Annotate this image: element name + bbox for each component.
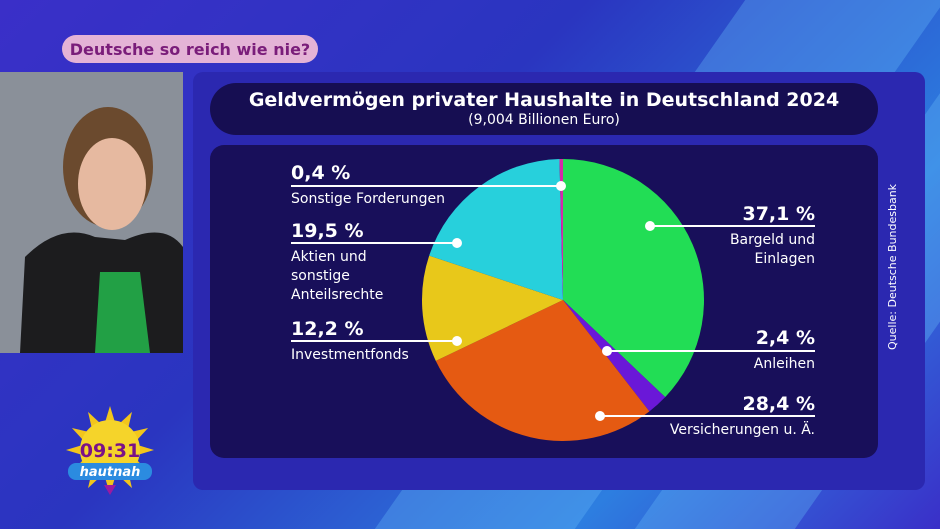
presenter-video: [0, 72, 183, 353]
category-label: Bargeld und Einlagen: [729, 232, 815, 267]
leader-dot: [602, 346, 612, 356]
pie-slice-3: [422, 255, 563, 361]
pie-slice-4: [429, 159, 563, 300]
topic-text: Deutsche so reich wie nie?: [69, 39, 311, 59]
label-anleihen: 2,4 % Anleihen: [665, 327, 815, 374]
pie-slice-5: [559, 159, 563, 300]
chart-header: Geldvermögen privater Haushalte in Deuts…: [210, 83, 878, 135]
sun-ray: [105, 406, 115, 423]
pie-slice-2: [435, 300, 650, 441]
chart-title: Geldvermögen privater Haushalte in Deuts…: [248, 89, 840, 111]
sun-ray: [137, 445, 154, 455]
category-label: Aktien und sonstige Anteilsrechte: [291, 249, 384, 303]
leader-dot: [595, 411, 605, 421]
sun-icon: 09:31 hautnah: [66, 406, 154, 495]
pct-label: 2,4 %: [755, 327, 815, 349]
category-label: Anleihen: [753, 356, 815, 372]
pct-label: 37,1 %: [742, 203, 815, 225]
topic-banner: Deutsche so reich wie nie?: [62, 35, 318, 63]
pct-label: 19,5 %: [291, 220, 364, 242]
show-name-text: hautnah: [80, 465, 141, 480]
pct-label: 0,4 %: [291, 162, 351, 184]
leader-dot: [452, 336, 462, 346]
label-investment: 12,2 % Investmentfonds: [291, 318, 409, 365]
pct-label: 12,2 %: [291, 318, 364, 340]
clock-text: 09:31: [80, 440, 140, 462]
show-logo: 09:31 hautnah: [60, 405, 160, 500]
category-label: Investmentfonds: [291, 347, 409, 363]
leader-dot: [645, 221, 655, 231]
pie-slice-1: [563, 300, 666, 412]
pct-label: 28,4 %: [742, 393, 815, 415]
sun-ray: [66, 445, 83, 455]
category-label: Sonstige Forderungen: [291, 191, 445, 207]
leader-dot: [452, 238, 462, 248]
source-note: Quelle: Deutsche Bundesbank: [886, 183, 899, 350]
label-sonstige: 0,4 % Sonstige Forderungen: [291, 162, 445, 209]
leader-dot: [556, 181, 566, 191]
pie-slice-0: [563, 159, 704, 398]
presenter-silhouette: [0, 72, 183, 353]
category-label: Versicherungen u. Ä.: [669, 422, 815, 438]
label-versicherungen: 28,4 % Versicherungen u. Ä.: [615, 393, 815, 440]
label-bargeld: 37,1 % Bargeld und Einlagen: [715, 203, 815, 269]
chart-subtitle: (9,004 Billionen Euro): [468, 112, 620, 128]
label-aktien: 19,5 % Aktien und sonstige Anteilsrechte: [291, 220, 401, 305]
